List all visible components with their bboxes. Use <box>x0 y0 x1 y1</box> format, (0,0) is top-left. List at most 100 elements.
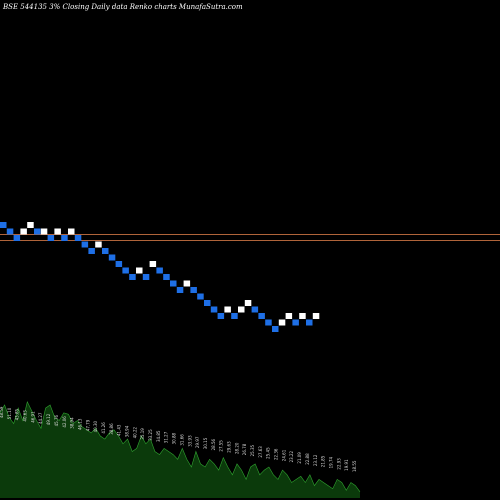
volume-label: 38.86 <box>109 423 114 435</box>
down-brick <box>6 228 14 235</box>
volume-label: 30.88 <box>172 432 177 444</box>
volume-label: 40.22 <box>132 426 137 438</box>
volume-area <box>0 401 361 498</box>
down-brick <box>170 280 177 287</box>
down-brick <box>122 267 129 274</box>
volume-label: 38.94 <box>125 425 130 437</box>
down-brick <box>210 306 218 313</box>
volume-label: 28.20 <box>234 442 239 454</box>
down-brick <box>88 248 95 254</box>
up-brick <box>278 319 286 326</box>
volume-label: 34.85 <box>156 430 161 442</box>
volume-label: 19.91 <box>344 459 349 471</box>
volume-label: 31.66 <box>179 434 184 446</box>
down-brick <box>47 235 55 241</box>
volume-label: 23.22 <box>289 450 294 462</box>
volume-label: 29.63 <box>227 441 232 453</box>
volume-label: 29.97 <box>195 436 200 448</box>
down-brick <box>163 274 170 280</box>
volume-label: 30.15 <box>203 437 208 449</box>
volume-label: 42.06 <box>62 416 67 428</box>
volume-label: 23.12 <box>313 454 318 466</box>
down-brick <box>156 267 163 274</box>
up-brick <box>244 300 252 306</box>
volume-label: 33.93 <box>187 435 192 447</box>
down-brick <box>115 261 123 267</box>
volume-label: 25.35 <box>250 444 255 456</box>
down-brick <box>81 241 89 248</box>
volume-label: 40.30 <box>93 420 98 432</box>
down-brick <box>13 235 21 241</box>
volume-label: 43.85 <box>15 408 20 420</box>
down-brick <box>258 313 265 319</box>
volume-label: 41.43 <box>117 424 122 436</box>
up-brick <box>40 228 48 235</box>
down-brick <box>34 228 41 235</box>
down-brick <box>129 274 136 280</box>
down-brick <box>108 254 116 261</box>
up-brick <box>27 222 34 228</box>
volume-label: 25.45 <box>266 447 271 459</box>
volume-label: 35.19 <box>140 428 145 440</box>
up-brick <box>238 306 245 313</box>
volume-label: 41.26 <box>101 422 106 434</box>
up-brick <box>224 306 231 313</box>
up-brick <box>54 228 61 235</box>
volume-label: 21.09 <box>297 452 302 464</box>
down-brick <box>306 319 313 326</box>
down-brick <box>190 287 197 293</box>
volume-label: 40.63 <box>23 410 28 422</box>
up-brick <box>136 267 143 274</box>
down-brick <box>292 319 299 326</box>
up-brick <box>183 280 191 287</box>
volume-line <box>0 401 361 492</box>
down-brick <box>272 326 279 332</box>
volume-label: 21.85 <box>321 455 326 467</box>
up-brick <box>20 228 27 235</box>
volume-label: 27.63 <box>258 446 263 458</box>
volume-label: 51.10 <box>7 407 12 419</box>
reference-lines <box>0 234 500 241</box>
down-brick <box>197 293 204 300</box>
volume-label: 22.36 <box>274 448 279 460</box>
up-brick <box>68 228 75 235</box>
down-brick <box>204 300 211 306</box>
up-brick <box>312 313 320 319</box>
volume-label: 46.13 <box>77 418 82 430</box>
down-brick <box>142 274 150 280</box>
volume-label: 49.12 <box>46 413 51 425</box>
chart-title: BSE 544135 3% Closing Daily data Renko c… <box>3 3 243 11</box>
volume-label: 19.74 <box>329 456 334 468</box>
up-brick <box>285 313 293 319</box>
down-brick <box>231 313 238 319</box>
volume-label: 22.93 <box>336 458 341 470</box>
down-brick <box>61 235 68 241</box>
volume-label: 22.88 <box>305 453 310 465</box>
volume-label: 44.27 <box>38 412 43 424</box>
volume-label: 31.27 <box>164 431 169 443</box>
volume-label: 45.76 <box>54 414 59 426</box>
up-brick <box>299 313 306 319</box>
volume-label: 48.59 <box>0 406 4 418</box>
volume-label: 24.61 <box>281 449 286 461</box>
down-brick <box>102 248 109 254</box>
down-brick <box>265 319 272 326</box>
volume-label: 27.55 <box>219 440 224 452</box>
down-brick <box>0 222 7 228</box>
down-brick <box>176 287 184 293</box>
volume-label: 38.94 <box>70 417 75 429</box>
volume-labels: 48.59 51.10 43.85 40.63 46.91 44.27 49.12 45.76… <box>0 406 357 472</box>
volume-label: 28.56 <box>211 438 216 450</box>
volume-label: 47.79 <box>85 419 90 431</box>
renko-bricks <box>0 222 320 332</box>
volume-fill <box>0 401 360 498</box>
volume-label: 46.91 <box>30 411 35 423</box>
down-brick <box>217 313 225 319</box>
volume-label: 33.25 <box>148 429 153 441</box>
volume-label: 26.78 <box>242 443 247 455</box>
down-brick <box>251 306 259 313</box>
up-brick <box>149 261 157 267</box>
volume-label: 18.55 <box>352 460 357 472</box>
